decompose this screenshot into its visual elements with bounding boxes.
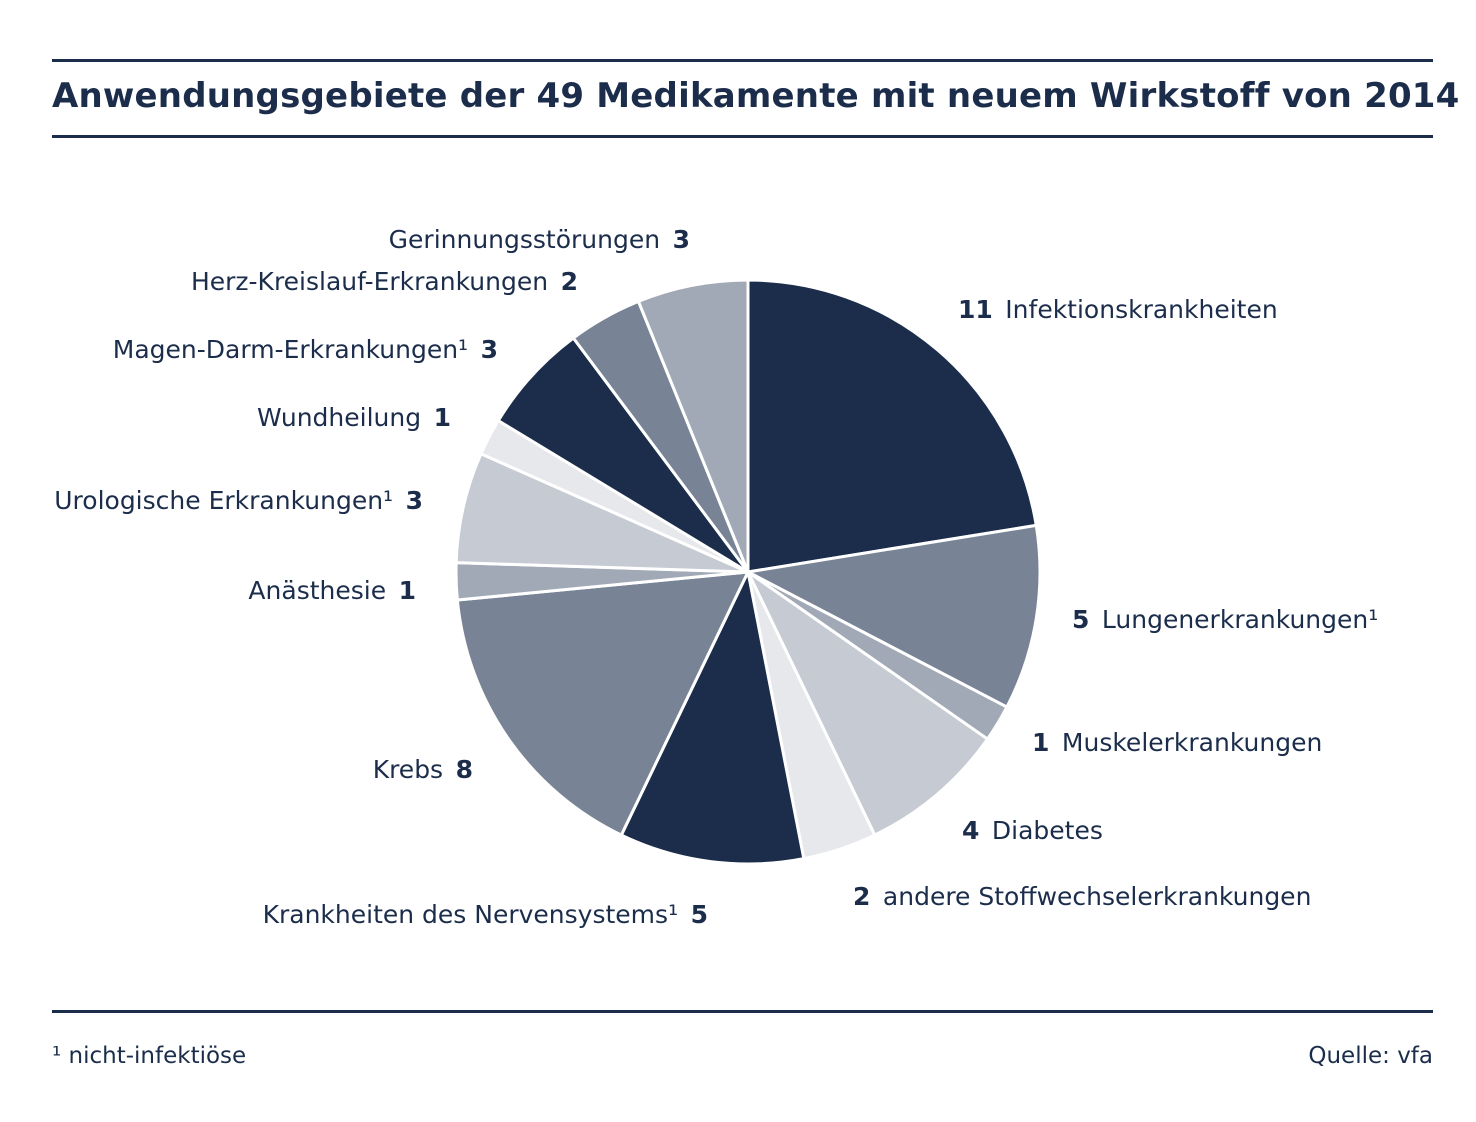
source-note: Quelle: vfa xyxy=(1308,1043,1433,1069)
slice-name: Urologische Erkrankungen¹ xyxy=(54,486,405,515)
slice-name: Magen-Darm-Erkrankungen¹ xyxy=(113,335,481,364)
slice-name: Gerinnungsstörungen xyxy=(389,225,673,254)
pie-slice xyxy=(455,570,750,837)
slice-label: Urologische Erkrankungen¹ 3 xyxy=(54,486,423,515)
slice-value: 3 xyxy=(673,225,690,254)
slice-label: Gerinnungsstörungen 3 xyxy=(389,225,690,254)
slice-name: andere Stoffwechselerkrankungen xyxy=(870,882,1311,911)
slice-name: Anästhesie xyxy=(248,576,398,605)
slice-name: Lungenerkrankungen¹ xyxy=(1089,605,1378,634)
slice-label: 4 Diabetes xyxy=(962,816,1103,845)
slice-label: Krebs 8 xyxy=(373,755,473,784)
pie-slice xyxy=(746,278,1038,574)
slice-label: 1 Muskelerkrankungen xyxy=(1032,728,1322,757)
slice-label: Krankheiten des Nervensystems¹ 5 xyxy=(263,900,708,929)
chart-title: Anwendungsgebiete der 49 Medikamente mit… xyxy=(52,76,1460,116)
slice-name: Muskelerkrankungen xyxy=(1049,728,1322,757)
top-rule xyxy=(52,59,1433,62)
slice-value: 3 xyxy=(481,335,498,364)
pie-slice xyxy=(636,278,750,574)
slice-value: 2 xyxy=(561,267,578,296)
slice-value: 1 xyxy=(434,403,451,432)
slice-value: 5 xyxy=(691,900,708,929)
slice-value: 1 xyxy=(399,576,416,605)
slice-value: 8 xyxy=(456,755,473,784)
slice-name: Diabetes xyxy=(979,816,1102,845)
slice-name: Wundheilung xyxy=(257,403,434,432)
bottom-rule xyxy=(52,1010,1433,1013)
pie-slice xyxy=(746,570,989,837)
slice-label: Wundheilung 1 xyxy=(257,403,451,432)
slice-value: 2 xyxy=(853,882,870,911)
slice-name: Herz-Kreislauf-Erkrankungen xyxy=(191,267,561,296)
slice-name: Infektionskrankheiten xyxy=(993,295,1278,324)
slice-label: 2 andere Stoffwechselerkrankungen xyxy=(853,882,1311,911)
pie-slice xyxy=(619,570,806,866)
slice-value: 1 xyxy=(1032,728,1049,757)
slice-name: Krebs xyxy=(373,755,456,784)
slice-name: Krankheiten des Nervensystems¹ xyxy=(263,900,691,929)
pie-slice xyxy=(746,523,1042,709)
slice-label: Magen-Darm-Erkrankungen¹ 3 xyxy=(113,335,498,364)
slice-label: 5 Lungenerkrankungen¹ xyxy=(1072,605,1378,634)
slice-value: 4 xyxy=(962,816,979,845)
slice-label: Herz-Kreislauf-Erkrankungen 2 xyxy=(191,267,578,296)
title-rule xyxy=(52,135,1433,138)
slice-value: 3 xyxy=(406,486,423,515)
slice-label: Anästhesie 1 xyxy=(248,576,416,605)
slice-value: 11 xyxy=(958,295,993,324)
footnote: ¹ nicht-infektiöse xyxy=(52,1043,247,1069)
slice-value: 5 xyxy=(1072,605,1089,634)
slice-label: 11 Infektionskrankheiten xyxy=(958,295,1278,324)
